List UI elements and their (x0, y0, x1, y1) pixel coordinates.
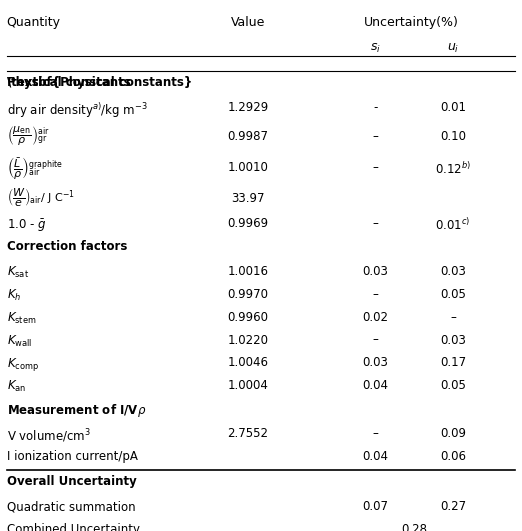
Text: –: – (372, 217, 378, 230)
Text: 0.04: 0.04 (362, 379, 388, 392)
Text: 0.17: 0.17 (440, 356, 466, 370)
Text: $K_\mathrm{sat}$: $K_\mathrm{sat}$ (7, 265, 29, 280)
Text: 2.7552: 2.7552 (228, 427, 268, 440)
Text: 1.0046: 1.0046 (228, 356, 268, 370)
Text: 1.2929: 1.2929 (228, 101, 269, 114)
Text: Value: Value (231, 16, 265, 29)
Text: $\left(\dfrac{\mu_\mathrm{en}}{\rho}\right)_\mathrm{gr}^\mathrm{air}$: $\left(\dfrac{\mu_\mathrm{en}}{\rho}\rig… (7, 124, 49, 148)
Text: Measurement of I/V$\rho$: Measurement of I/V$\rho$ (7, 402, 146, 419)
Text: Combined Uncertainty: Combined Uncertainty (7, 523, 139, 531)
Text: $u_i$: $u_i$ (447, 42, 459, 55)
Text: 33.97: 33.97 (231, 192, 265, 205)
Text: $K_\mathrm{comp}$: $K_\mathrm{comp}$ (7, 356, 39, 373)
Text: 0.9960: 0.9960 (228, 311, 268, 323)
Text: 0.06: 0.06 (440, 450, 466, 463)
Text: –: – (372, 427, 378, 440)
Text: 0.9969: 0.9969 (228, 217, 269, 230)
Text: 0.9987: 0.9987 (228, 130, 268, 143)
Text: Quadratic summation: Quadratic summation (7, 500, 135, 513)
Text: 0.03: 0.03 (362, 265, 388, 278)
Text: 1.0 - $\bar{g}$: 1.0 - $\bar{g}$ (7, 217, 46, 234)
Text: -: - (373, 101, 377, 114)
Text: $K_\mathrm{stem}$: $K_\mathrm{stem}$ (7, 311, 36, 326)
Text: 0.05: 0.05 (440, 288, 466, 301)
Text: $K_\mathrm{wall}$: $K_\mathrm{wall}$ (7, 333, 32, 349)
Text: –: – (450, 311, 456, 323)
Text: $K_h$: $K_h$ (7, 288, 21, 303)
Text: V volume/cm$^3$: V volume/cm$^3$ (7, 427, 90, 444)
Text: –: – (372, 161, 378, 174)
Text: 0.02: 0.02 (362, 311, 388, 323)
Text: 0.07: 0.07 (362, 500, 388, 513)
Text: –: – (372, 130, 378, 143)
Text: 0.01: 0.01 (440, 101, 466, 114)
Text: I ionization current/pA: I ionization current/pA (7, 450, 137, 463)
Text: Uncertainty(%): Uncertainty(%) (364, 16, 459, 29)
Text: $\left(\dfrac{\bar{L}}{\rho}\right)_\mathrm{air}^\mathrm{graphite}$: $\left(\dfrac{\bar{L}}{\rho}\right)_\mat… (7, 155, 63, 181)
Text: 0.9970: 0.9970 (228, 288, 268, 301)
Text: Overall Uncertainty: Overall Uncertainty (7, 475, 136, 488)
Text: 0.10: 0.10 (440, 130, 466, 143)
Text: 0.27: 0.27 (440, 500, 466, 513)
Text: dry air density$^{a)}$/kg m$^{-3}$: dry air density$^{a)}$/kg m$^{-3}$ (7, 101, 147, 120)
Text: 0.05: 0.05 (440, 379, 466, 392)
Text: 0.28: 0.28 (401, 523, 427, 531)
Text: 0.04: 0.04 (362, 450, 388, 463)
Text: –: – (372, 288, 378, 301)
Text: 0.01$^{c)}$: 0.01$^{c)}$ (435, 217, 471, 233)
Text: 1.0004: 1.0004 (228, 379, 268, 392)
Text: 1.0220: 1.0220 (228, 333, 268, 347)
Text: $\left(\dfrac{W}{e}\right)_\mathrm{air}$/ J C$^{-1}$: $\left(\dfrac{W}{e}\right)_\mathrm{air}$… (7, 186, 75, 208)
Text: $K_\mathrm{an}$: $K_\mathrm{an}$ (7, 379, 26, 395)
Text: Correction factors: Correction factors (7, 240, 127, 253)
Text: \textbf{Physical constants}: \textbf{Physical constants} (7, 76, 192, 89)
Text: 0.03: 0.03 (440, 333, 466, 347)
Text: Quantity: Quantity (7, 16, 61, 29)
Text: 0.12$^{b)}$: 0.12$^{b)}$ (435, 161, 471, 177)
Text: $s_i$: $s_i$ (370, 42, 381, 55)
Text: 1.0010: 1.0010 (228, 161, 268, 174)
Text: 0.09: 0.09 (440, 427, 466, 440)
Text: –: – (372, 333, 378, 347)
Text: Physical constants: Physical constants (7, 76, 130, 89)
Text: 0.03: 0.03 (362, 356, 388, 370)
Text: 0.03: 0.03 (440, 265, 466, 278)
Text: 1.0016: 1.0016 (228, 265, 268, 278)
